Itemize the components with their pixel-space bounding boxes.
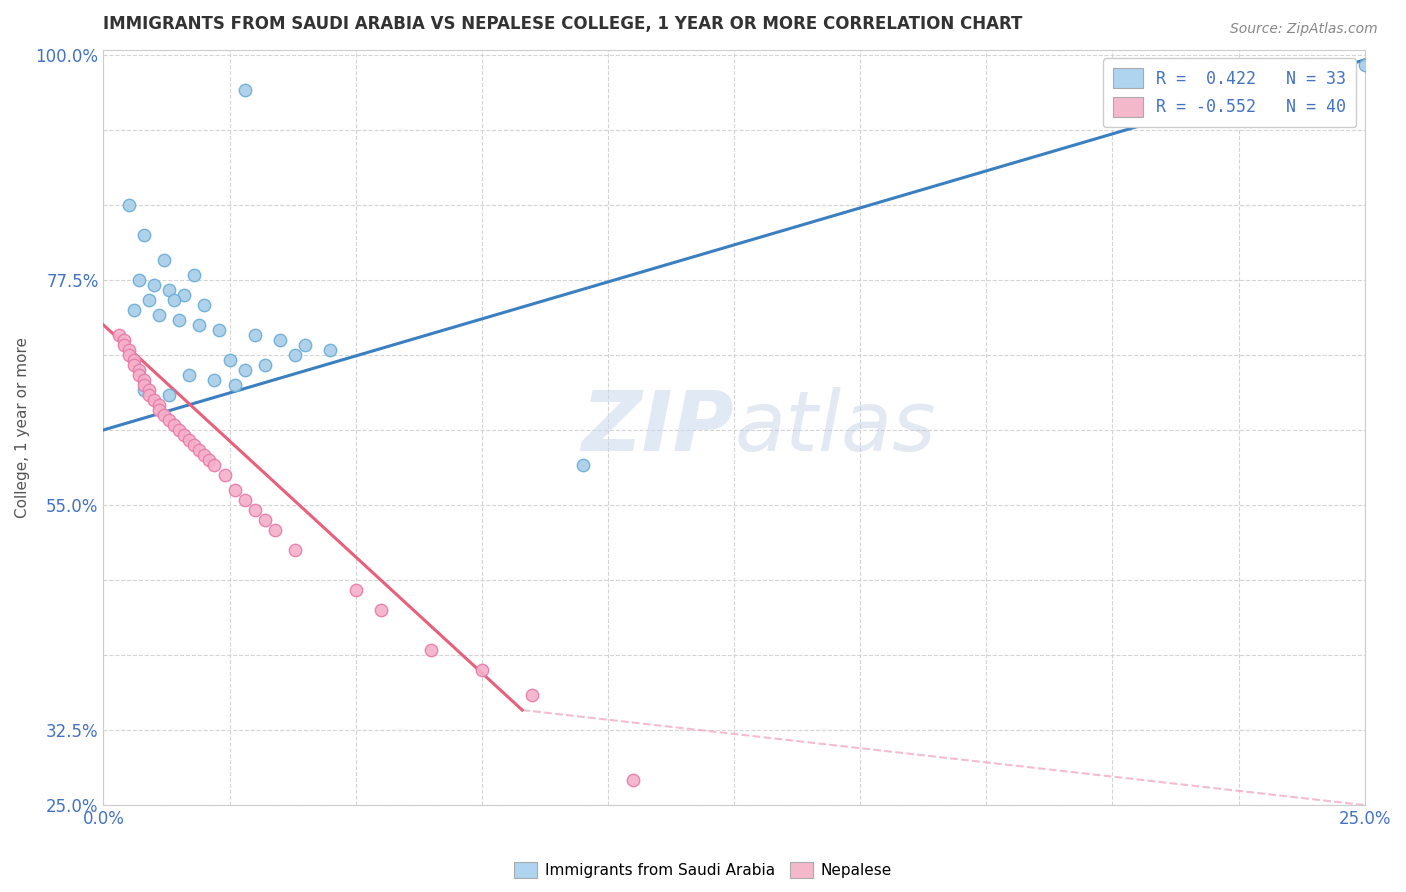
Point (148, 308, 170, 322)
Point (284, 348, 307, 362)
Point (183, 438, 205, 452)
Point (183, 268, 205, 282)
Point (214, 467, 236, 482)
Point (179, 433, 201, 447)
Point (193, 448, 215, 462)
Point (294, 338, 316, 352)
Point (243, 327, 266, 342)
Point (179, 368, 201, 382)
Point (188, 318, 211, 332)
Point (132, 227, 155, 242)
Point (138, 388, 160, 402)
Point (132, 373, 155, 387)
Point (202, 373, 225, 387)
Point (148, 398, 170, 412)
Point (269, 333, 291, 347)
Point (138, 293, 160, 307)
Point (153, 408, 176, 422)
Point (157, 388, 180, 402)
Point (142, 392, 165, 407)
Point (167, 423, 190, 437)
Text: Source: ZipAtlas.com: Source: ZipAtlas.com (1230, 22, 1378, 37)
Point (193, 298, 215, 312)
Point (112, 338, 135, 352)
Legend: Immigrants from Saudi Arabia, Nepalese: Immigrants from Saudi Arabia, Nepalese (508, 855, 898, 884)
Point (253, 513, 276, 527)
Point (188, 442, 211, 457)
Point (243, 503, 266, 517)
Point (128, 273, 150, 287)
Point (571, 458, 593, 472)
Point (621, 773, 644, 788)
Point (370, 603, 392, 617)
Point (264, 523, 287, 537)
Point (1126, 83, 1149, 97)
Point (233, 83, 256, 97)
Text: IMMIGRANTS FROM SAUDI ARABIA VS NEPALESE COLLEGE, 1 YEAR OR MORE CORRELATION CHA: IMMIGRANTS FROM SAUDI ARABIA VS NEPALESE… (104, 15, 1022, 33)
Text: atlas: atlas (734, 387, 936, 468)
Point (233, 493, 256, 508)
Point (117, 198, 139, 212)
Point (198, 453, 221, 467)
Point (117, 343, 139, 357)
Point (344, 582, 367, 597)
Point (128, 368, 150, 382)
Point (224, 483, 246, 497)
Point (107, 327, 129, 342)
Text: ZIP: ZIP (582, 387, 734, 468)
Point (163, 417, 186, 432)
Y-axis label: College, 1 year or more: College, 1 year or more (15, 337, 30, 518)
Point (471, 663, 494, 677)
Point (208, 323, 231, 337)
Point (167, 313, 190, 327)
Point (122, 302, 145, 317)
Point (153, 252, 176, 267)
Point (132, 378, 155, 392)
Point (420, 643, 443, 657)
Point (122, 358, 145, 372)
Point (157, 283, 180, 297)
Point (117, 348, 139, 362)
Point (202, 458, 225, 472)
Point (173, 428, 195, 442)
Point (157, 413, 180, 427)
Point (128, 363, 150, 377)
Point (112, 333, 135, 347)
Point (1354, 58, 1376, 72)
Point (253, 358, 276, 372)
Point (142, 277, 165, 292)
Legend: R =  0.422   N = 33, R = -0.552   N = 40: R = 0.422 N = 33, R = -0.552 N = 40 (1104, 58, 1357, 128)
Point (218, 353, 240, 368)
Point (224, 378, 246, 392)
Point (173, 288, 195, 302)
Point (233, 363, 256, 377)
Point (148, 403, 170, 417)
Point (163, 293, 186, 307)
Point (284, 543, 307, 558)
Point (138, 383, 160, 397)
Point (522, 688, 544, 702)
Point (319, 343, 342, 357)
Point (122, 353, 145, 368)
Point (132, 383, 155, 397)
